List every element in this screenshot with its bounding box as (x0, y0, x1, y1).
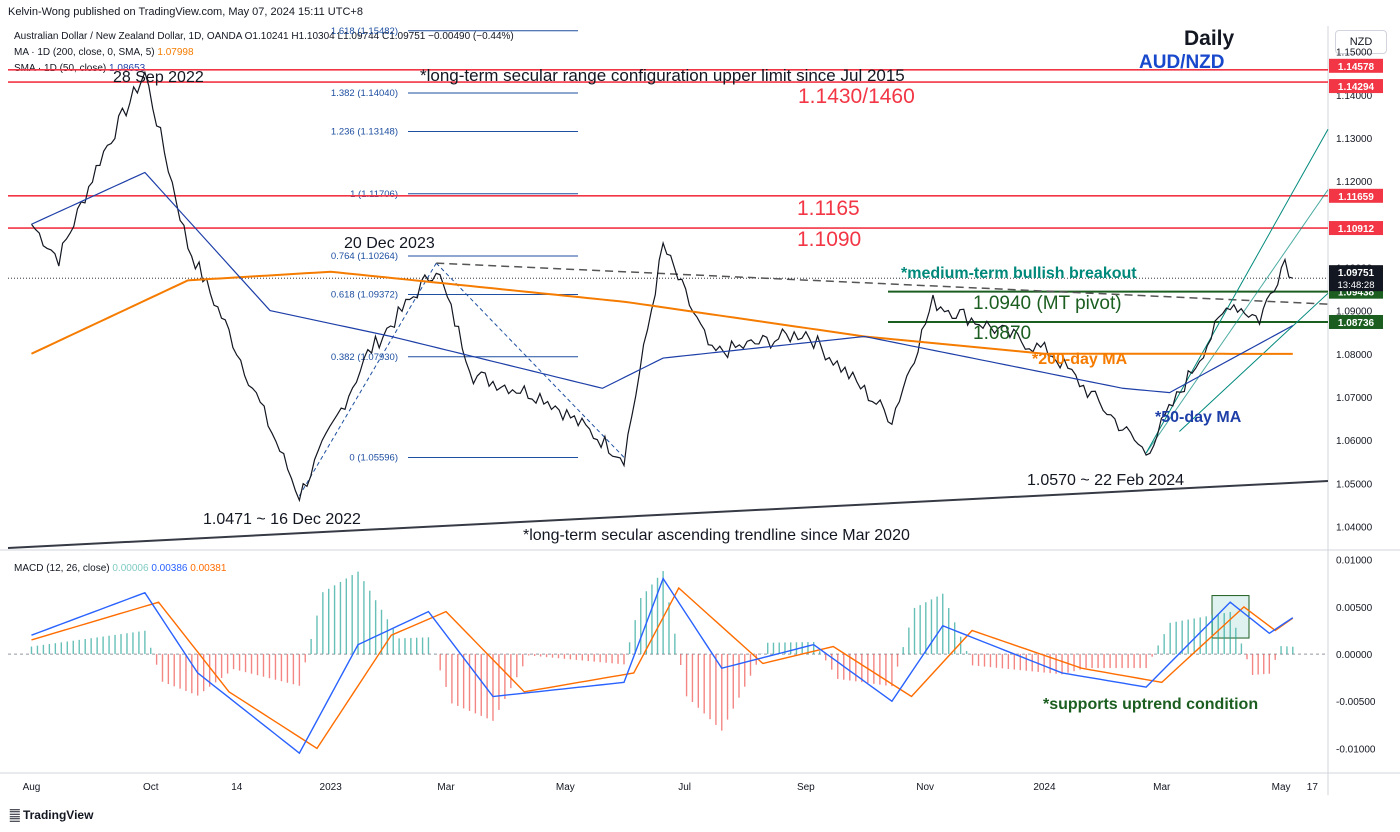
fib-level-label: 1.382 (1.14040) (331, 88, 398, 99)
price-axis-tick: 1.12000 (1336, 177, 1373, 188)
level-1430-label: 1.1430/1460 (798, 85, 915, 108)
price-level-text: 1.08736 (1338, 318, 1375, 329)
price-level-tag (1329, 58, 1383, 73)
currency-selector[interactable]: NZD (1335, 30, 1387, 54)
channel-upper (1145, 129, 1329, 454)
price-level-text: 1.14294 (1338, 82, 1375, 93)
time-axis-tick: Sep (797, 782, 815, 793)
ma200-legend[interactable]: MA · 1D (200, close, 0, SMA, 5) 1.07998 (14, 47, 194, 58)
time-axis-tick: May (556, 782, 575, 793)
price-level-text: 1.14578 (1338, 62, 1375, 73)
price-level-text: 1.10912 (1338, 224, 1375, 235)
channel-lower (1179, 292, 1329, 432)
level-1165-label: 1.1165 (797, 197, 860, 220)
macd-axis-tick: 0.00500 (1336, 603, 1373, 614)
time-axis-tick: May (1272, 782, 1291, 793)
price-level-tag (1329, 79, 1383, 94)
level-0870-label: 1.0870 (973, 323, 1031, 344)
sma50-label: SMA · 1D (50, close) (14, 63, 107, 74)
macd-signal-value: 0.00381 (190, 563, 227, 574)
channel-middle (1145, 189, 1329, 454)
macd-signal-line (31, 586, 1294, 750)
sma50-line (31, 171, 1294, 394)
fib-level-label: 0 (1.05596) (349, 453, 398, 464)
fib-level-label: 0.764 (1.10264) (331, 251, 398, 262)
ma200-value: 1.07998 (157, 47, 194, 58)
tradingview-logo-icon: 𝄛 (10, 808, 20, 822)
time-axis-tick: 14 (231, 782, 243, 793)
symbol-title: AUD/NZD (1139, 52, 1225, 73)
ma200-note: *200-day MA (1032, 351, 1128, 368)
time-axis-tick: 2023 (320, 782, 343, 793)
time-axis-tick: Aug (23, 782, 41, 793)
price-level-text: 1.11659 (1338, 192, 1374, 203)
time-axis-tick: Nov (916, 782, 934, 793)
price-axis-tick: 1.08000 (1336, 350, 1373, 361)
time-axis-tick: 17 (1307, 782, 1319, 793)
descending-trendline (436, 262, 1329, 305)
time-axis-tick: Mar (437, 782, 455, 793)
macd-axis-tick: -0.01000 (1336, 744, 1376, 755)
fib-level-label: 1 (1.11706) (350, 189, 398, 200)
sma50-value: 1.08653 (109, 63, 146, 74)
price-level-tag (1329, 314, 1383, 329)
low-2024-label: 1.0570 ~ 22 Feb 2024 (1027, 472, 1184, 489)
mt-pivot-label: 1.0940 (MT pivot) (973, 293, 1122, 314)
fib-anchor-down (435, 262, 625, 458)
time-axis-tick: Oct (143, 782, 159, 793)
low-2022-label: 1.0471 ~ 16 Dec 2022 (203, 511, 361, 528)
range-upper-note: *long-term secular range configuration u… (420, 66, 905, 85)
tradingview-logo[interactable]: 𝄛 TradingView (10, 808, 94, 822)
price-axis-tick: 1.07000 (1336, 393, 1373, 404)
price-axis-tick: 1.04000 (1336, 522, 1373, 533)
fib-anchor-up (298, 262, 437, 497)
price-axis-tick: 1.09000 (1336, 307, 1373, 318)
price-axis-tick: 1.06000 (1336, 436, 1373, 447)
macd-label: MACD (12, 26, close) (14, 563, 110, 574)
instrument-legend: Australian Dollar / New Zealand Dollar, … (14, 31, 514, 42)
sma50-legend[interactable]: SMA · 1D (50, close) 1.08653 (14, 63, 145, 74)
instrument-name: Australian Dollar / New Zealand Dollar, … (14, 31, 242, 42)
price-axis-tick: 1.05000 (1336, 479, 1373, 490)
macd-legend[interactable]: MACD (12, 26, close) 0.00006 0.00386 0.0… (14, 563, 226, 574)
fib-level-label: 1.236 (1.13148) (331, 127, 398, 138)
trendline-note: *long-term secular ascending trendline s… (523, 527, 910, 544)
time-axis-tick: 2024 (1033, 782, 1056, 793)
ascending-trendline (7, 480, 1329, 549)
last-price-text: 1.09751 (1338, 268, 1375, 279)
last-price-tag (1329, 265, 1383, 292)
ohlc-values: O1.10241 H1.10304 L1.09744 C1.09751 −0.0… (244, 31, 514, 42)
time-axis-tick: Jul (678, 782, 691, 793)
price-level-text: 1.09438 (1338, 288, 1375, 299)
macd-axis-tick: -0.00500 (1336, 697, 1376, 708)
countdown-text: 13:48:28 (1338, 280, 1375, 291)
price-series (30, 70, 1293, 503)
macd-hist-value: 0.00006 (112, 563, 149, 574)
price-level-tag (1329, 188, 1383, 203)
price-axis-tick: 1.13000 (1336, 134, 1373, 145)
fib-level-label: 1.618 (1.15482) (331, 26, 398, 37)
price-axis-tick: 1.15000 (1336, 48, 1373, 59)
price-level-tag (1329, 221, 1383, 236)
high-2022-label: 28 Sep 2022 (113, 69, 204, 86)
macd-note: *supports uptrend condition (1043, 696, 1258, 713)
macd-line-value: 0.00386 (151, 563, 188, 574)
macd-axis-tick: 0.01000 (1336, 556, 1373, 567)
ma50-note: *50-day MA (1155, 409, 1242, 426)
publisher-credit: Kelvin-Wong published on TradingView.com… (8, 6, 363, 18)
breakout-note: *medium-term bullish breakout (901, 265, 1137, 282)
macd-line (31, 577, 1294, 755)
ma200-label: MA · 1D (200, close, 0, SMA, 5) (14, 47, 155, 58)
fib-level-label: 0.618 (1.09372) (331, 290, 398, 301)
timeframe-title: Daily (1184, 27, 1235, 50)
time-axis-tick: Mar (1153, 782, 1171, 793)
price-axis-tick: 1.14000 (1336, 91, 1373, 102)
level-1090-label: 1.1090 (797, 228, 861, 251)
macd-axis-tick: 0.00000 (1336, 650, 1373, 661)
high-2023-label: 20 Dec 2023 (344, 235, 435, 252)
ma200-line (31, 270, 1293, 355)
